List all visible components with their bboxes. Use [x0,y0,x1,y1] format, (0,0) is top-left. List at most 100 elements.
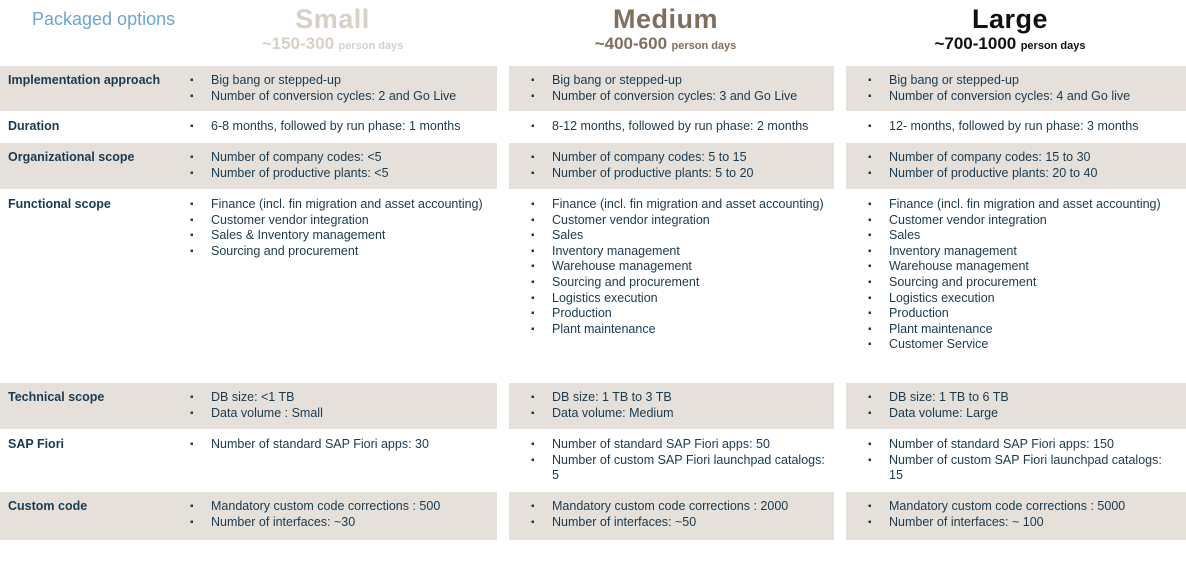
column-header-medium: Medium ~400-600 person days [497,4,834,53]
bullet-item: Logistics execution [531,291,826,307]
row-label: Organizational scope [0,143,168,189]
bullet-list: DB size: <1 TBData volume : Small [168,390,489,421]
bullet-item: Number of custom SAP Fiori launchpad cat… [531,453,826,484]
column-range: ~700-1000 [934,33,1017,53]
bullet-item: Big bang or stepped-up [190,73,489,89]
bullet-item: DB size: 1 TB to 3 TB [531,390,826,406]
bullet-list: Number of company codes: 15 to 30Number … [846,150,1178,181]
bullet-list: Number of standard SAP Fiori apps: 50Num… [509,437,826,484]
bullet-list: Big bang or stepped-upNumber of conversi… [846,73,1178,104]
bullet-item: Big bang or stepped-up [531,73,826,89]
row-label: Technical scope [0,383,168,429]
table-row: Duration 6-8 months, followed by run phas… [0,112,1186,142]
bullet-list: Big bang or stepped-upNumber of conversi… [168,73,489,104]
table-row: Custom codeMandatory custom code correct… [0,492,1186,540]
table-row: Functional scope Finance (incl. fin migra… [0,190,1186,382]
bullet-list: DB size: 1 TB to 3 TBData volume: Medium [509,390,826,421]
bullet-item: Number of company codes: 15 to 30 [868,150,1178,166]
bullet-list: Finance (incl. fin migration and asset a… [846,197,1178,353]
bullet-list: 8-12 months, followed by run phase: 2 mo… [509,119,826,135]
bullet-list: Mandatory custom code corrections : 2000… [509,499,826,530]
bullet-item: DB size: 1 TB to 6 TB [868,390,1178,406]
cell-large: Mandatory custom code corrections : 5000… [834,492,1186,540]
column-name: Large [971,4,1049,34]
bullet-item: Customer Service [868,337,1178,353]
bullet-item: Customer vendor integration [531,213,826,229]
cell-medium: Number of standard SAP Fiori apps: 50Num… [497,430,834,491]
bullet-item: Finance (incl. fin migration and asset a… [531,197,826,213]
bullet-list: Mandatory custom code corrections : 5000… [846,499,1178,530]
table-row: Technical scopeDB size: <1 TBData volume… [0,383,1186,429]
row-label: SAP Fiori [8,437,65,451]
bullet-item: Number of standard SAP Fiori apps: 30 [190,437,489,453]
bullet-item: Number of company codes: 5 to 15 [531,150,826,166]
cell-small: Number of standard SAP Fiori apps: 30 [168,430,497,491]
cell-small: Big bang or stepped-upNumber of conversi… [168,66,497,111]
cell-small: Number of company codes: <5Number of pro… [168,143,497,189]
bullet-item: Number of company codes: <5 [190,150,489,166]
column-unit: person days [671,39,737,52]
row-label: Functional scope [8,197,111,211]
bullet-item: DB size: <1 TB [190,390,489,406]
bullet-item: Number of conversion cycles: 4 and Go li… [868,89,1178,105]
bullet-item: 8-12 months, followed by run phase: 2 mo… [531,119,826,135]
bullet-item: Finance (incl. fin migration and asset a… [190,197,489,213]
bullet-item: 12- months, followed by run phase: 3 mon… [868,119,1178,135]
cell-small: Finance (incl. fin migration and asset a… [168,190,497,382]
row-label: Custom code [0,492,168,540]
bullet-item: Customer vendor integration [868,213,1178,229]
bullet-item: Number of conversion cycles: 2 and Go Li… [190,89,489,105]
bullet-item: Number of standard SAP Fiori apps: 50 [531,437,826,453]
bullet-item: Number of productive plants: 5 to 20 [531,166,826,182]
bullet-item: Sales [531,228,826,244]
bullet-list: DB size: 1 TB to 6 TBData volume: Large [846,390,1178,421]
column-name: Small [295,4,370,34]
bullet-item: Mandatory custom code corrections : 500 [190,499,489,515]
cell-large: DB size: 1 TB to 6 TBData volume: Large [834,383,1186,429]
bullet-item: Number of conversion cycles: 3 and Go Li… [531,89,826,105]
bullet-item: Production [531,306,826,322]
row-label: Implementation approach [0,66,168,111]
bullet-item: Number of custom SAP Fiori launchpad cat… [868,453,1178,484]
bullet-item: Plant maintenance [531,322,826,338]
cell-small: DB size: <1 TBData volume : Small [168,383,497,429]
comparison-table: Implementation approachBig bang or stepp… [0,66,1186,540]
bullet-item: Number of interfaces: ~50 [531,515,826,531]
bullet-item: Warehouse management [531,259,826,275]
bullet-item: Data volume: Large [868,406,1178,422]
bullet-item: Warehouse management [868,259,1178,275]
cell-large: Number of company codes: 15 to 30Number … [834,143,1186,189]
table-row: Organizational scopeNumber of company co… [0,143,1186,189]
bullet-item: Number of productive plants: <5 [190,166,489,182]
bullet-list: Number of standard SAP Fiori apps: 30 [168,437,489,453]
bullet-list: Number of company codes: <5Number of pro… [168,150,489,181]
cell-small: 6-8 months, followed by run phase: 1 mon… [168,112,497,142]
cell-medium: Mandatory custom code corrections : 2000… [497,492,834,540]
bullet-item: Finance (incl. fin migration and asset a… [868,197,1178,213]
bullet-item: Sourcing and procurement [531,275,826,291]
column-range: ~150-300 [261,33,335,53]
bullet-item: Plant maintenance [868,322,1178,338]
column-header-small: Small ~150-300 person days [168,4,497,53]
bullet-list: Finance (incl. fin migration and asset a… [168,197,489,259]
bullet-item: Mandatory custom code corrections : 5000 [868,499,1178,515]
cell-medium: Big bang or stepped-upNumber of conversi… [497,66,834,111]
bullet-item: Customer vendor integration [190,213,489,229]
bullet-item: Production [868,306,1178,322]
bullet-list: Big bang or stepped-upNumber of conversi… [509,73,826,104]
column-header-large: Large ~700-1000 person days [834,4,1186,53]
bullet-item: Inventory management [868,244,1178,260]
column-range: ~400-600 [594,33,668,53]
cell-medium: Finance (incl. fin migration and asset a… [497,190,834,382]
bullet-list: Number of standard SAP Fiori apps: 150Nu… [846,437,1178,484]
table-row: Implementation approachBig bang or stepp… [0,66,1186,111]
column-unit: person days [338,39,404,52]
row-label: Duration [8,119,60,133]
bullet-item: Number of standard SAP Fiori apps: 150 [868,437,1178,453]
bullet-item: Inventory management [531,244,826,260]
cell-small: Mandatory custom code corrections : 500N… [168,492,497,540]
bullet-item: Data volume: Medium [531,406,826,422]
bullet-list: Mandatory custom code corrections : 500N… [168,499,489,530]
bullet-item: Number of interfaces: ~30 [190,515,489,531]
